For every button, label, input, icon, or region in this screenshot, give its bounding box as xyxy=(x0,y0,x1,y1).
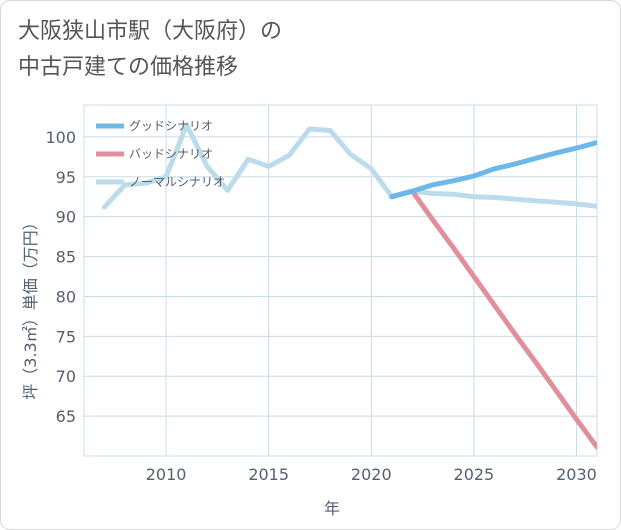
x-tick-label-2010: 2010 xyxy=(146,465,187,484)
y-tick-label-80: 80 xyxy=(56,287,76,306)
chart-title-line-2: 中古戸建ての価格推移 xyxy=(18,55,239,80)
y-axis-title: 坪（3.3㎡）単価（万円） xyxy=(21,214,40,399)
x-tick-label-2025: 2025 xyxy=(454,465,495,484)
y-tick-label-90: 90 xyxy=(56,208,76,227)
chart-title: 大阪狭山市駅（大阪府）の 中古戸建ての価格推移 xyxy=(18,14,282,86)
y-tick-label-100: 100 xyxy=(45,128,76,147)
chart-title-line-1: 大阪狭山市駅（大阪府）の xyxy=(18,19,283,44)
x-tick-label-2015: 2015 xyxy=(248,465,289,484)
axis-ticks: 2010 2015 2020 2025 2030 65 70 75 80 85 90 95 100 xyxy=(45,128,596,484)
y-tick-label-65: 65 xyxy=(56,407,76,426)
x-tick-label-2030: 2030 xyxy=(556,465,597,484)
x-tick-label-2020: 2020 xyxy=(351,465,392,484)
plot-area xyxy=(83,104,598,457)
legend-label-0: グッドシナリオ xyxy=(129,119,213,133)
series-line-1 xyxy=(389,188,597,450)
y-tick-label-75: 75 xyxy=(56,327,76,346)
series-line-0 xyxy=(389,140,597,200)
y-tick-label-95: 95 xyxy=(56,168,76,187)
legend-label-2: ノーマルシナリオ xyxy=(129,175,225,189)
series-line-2 xyxy=(102,122,597,210)
legend-label-1: バッドシナリオ xyxy=(129,147,213,161)
y-tick-label-70: 70 xyxy=(56,367,76,386)
y-tick-label-85: 85 xyxy=(56,248,76,267)
series-lines xyxy=(102,122,597,450)
x-axis-title: 年 xyxy=(324,499,340,518)
